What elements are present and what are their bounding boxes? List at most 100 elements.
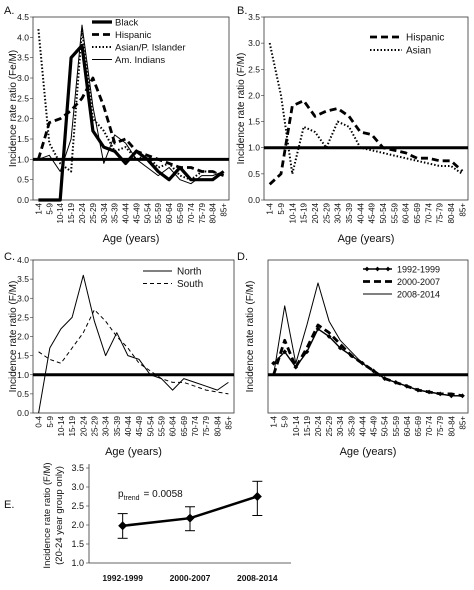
x-tick-label: 25-29 — [89, 202, 98, 223]
y-tick-label: 3.0 — [71, 482, 84, 492]
x-tick-label: 0-4 — [35, 415, 44, 427]
x-tick-label: 45-49 — [370, 415, 379, 436]
x-tick-label: 75-79 — [198, 202, 207, 223]
data-point-marker — [185, 513, 195, 523]
x-tick-label: 35-39 — [345, 202, 354, 223]
y-tick-label: 2.0 — [17, 114, 29, 124]
x-tick-label: 65-69 — [413, 202, 422, 223]
y-tick-label: 3.0 — [248, 38, 260, 48]
x-tick-label: 50-54 — [381, 415, 390, 436]
x-tick-label: 45-49 — [368, 202, 377, 223]
x-tick-label: 55-59 — [154, 202, 163, 223]
x-tick-label: 80-84 — [209, 202, 218, 223]
y-axis-label: Incidence rate ratio (F/M) — [245, 281, 256, 393]
series-line — [38, 43, 225, 202]
y-tick-label: 0.0 — [17, 408, 29, 418]
panel-label: E. — [4, 499, 14, 511]
x-tick-label: 30-34 — [102, 415, 111, 436]
x-tick-label: 15-19 — [300, 202, 309, 223]
y-tick-label: 2.0 — [248, 90, 260, 100]
plot-area — [263, 16, 469, 201]
x-tick-label: 35-39 — [111, 202, 120, 223]
x-tick-label: 70-74 — [187, 202, 196, 223]
x-axis-label: Age (years) — [340, 446, 397, 458]
y-tick-label: 2.5 — [17, 312, 29, 322]
data-point-marker — [271, 360, 276, 366]
y-axis-label: Incidence rate ratio (Fe/M) — [8, 50, 19, 167]
x-tick-label: 85+ — [458, 416, 467, 430]
y-axis-label: Incidence rate ratio (F/M) — [8, 281, 19, 393]
y-axis-label: (20-24 year group only) — [54, 466, 65, 565]
series-line — [268, 42, 463, 175]
x-tick-label: 20-24 — [78, 202, 87, 223]
legend-label: Hispanic — [115, 30, 152, 41]
x-tick-label: 10-14 — [57, 415, 66, 436]
x-tick-label: 25-29 — [90, 415, 99, 436]
legend-label: 2000-2007 — [397, 277, 440, 287]
legend-label: South — [177, 279, 203, 290]
legend-label: Black — [115, 18, 138, 29]
y-tick-label: 4.0 — [17, 255, 29, 265]
x-tick-label: 65-69 — [176, 202, 185, 223]
x-tick-label: 35-39 — [347, 415, 356, 436]
x-tick-label: 60-64 — [402, 202, 411, 223]
x-tick-label: 50-54 — [146, 415, 155, 436]
x-tick-label: 85+ — [224, 416, 233, 430]
y-tick-label: 1.0 — [248, 143, 260, 153]
legend-label: Asian — [406, 46, 431, 57]
data-point-marker — [304, 349, 310, 355]
x-tick-label: 1-4 — [270, 415, 279, 427]
panel-label: A. — [4, 5, 14, 17]
legend-label: Hispanic — [406, 33, 444, 44]
x-tick-label: 10-14 — [56, 202, 65, 223]
data-point-marker — [282, 349, 288, 355]
y-tick-label: 1.5 — [17, 351, 29, 361]
x-tick-label: 55-59 — [157, 415, 166, 436]
x-tick-label: 25-29 — [322, 202, 331, 223]
x-tick-label: 30-34 — [336, 415, 345, 436]
y-tick-label: 3.0 — [17, 293, 29, 303]
x-tick-label: 75-79 — [202, 415, 211, 436]
x-tick-label: 85+ — [220, 203, 229, 217]
x-tick-label: 65-69 — [180, 415, 189, 436]
x-tick-label: 40-44 — [124, 415, 133, 436]
x-tick-label: 20-24 — [314, 415, 323, 436]
x-tick-label: 5-9 — [46, 415, 55, 427]
y-tick-label: 3.5 — [71, 463, 84, 473]
x-tick-label: 45-49 — [132, 202, 141, 223]
x-tick-label: 2008-2014 — [237, 573, 278, 583]
x-tick-label: 15-19 — [67, 202, 76, 223]
plot-area — [267, 259, 469, 414]
x-tick-label: 30-34 — [334, 202, 343, 223]
y-axis-label: Incidence rate ratio (F/M) — [236, 53, 247, 165]
y-axis-label: Incidence rate ratio (F/M) — [42, 462, 53, 568]
y-tick-label: 1.0 — [71, 558, 84, 568]
x-tick-label: 60-64 — [165, 202, 174, 223]
x-tick-label: 45-49 — [135, 415, 144, 436]
x-tick-label: 55-59 — [390, 202, 399, 223]
series-line — [38, 309, 229, 395]
y-tick-label: 2.0 — [17, 332, 29, 342]
x-tick-label: 85+ — [458, 203, 467, 217]
y-tick-label: 2.5 — [71, 501, 84, 511]
x-tick-label: 10-14 — [288, 202, 297, 223]
series-line — [38, 24, 224, 185]
legend-marker — [375, 266, 380, 272]
y-tick-label: 3.5 — [17, 53, 29, 63]
x-tick-label: 5-9 — [277, 202, 286, 214]
x-tick-label: 70-74 — [425, 415, 434, 436]
series-line — [37, 76, 225, 177]
y-tick-label: 4.0 — [17, 32, 29, 42]
series-line — [38, 274, 229, 414]
x-tick-label: 70-74 — [424, 202, 433, 223]
x-tick-label: 35-39 — [113, 415, 122, 436]
y-tick-label: 0.0 — [17, 195, 29, 205]
x-tick-label: 80-84 — [213, 415, 222, 436]
y-tick-label: 1.0 — [17, 370, 29, 380]
y-tick-label: 3.0 — [17, 73, 29, 83]
y-tick-label: 1.5 — [17, 134, 29, 144]
legend-label: North — [177, 267, 201, 278]
y-tick-label: 0.5 — [248, 169, 260, 179]
x-tick-label: 40-44 — [122, 202, 131, 223]
